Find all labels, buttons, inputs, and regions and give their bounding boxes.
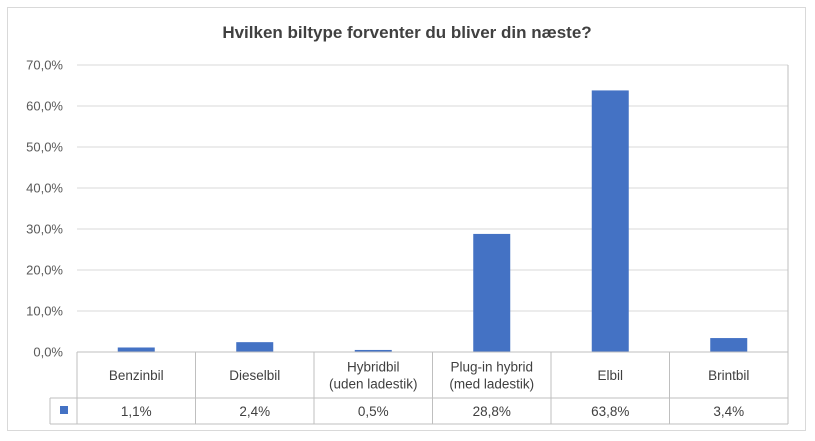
category-label: Plug-in hybrid bbox=[450, 360, 533, 375]
chart-title: Hvilken biltype forventer du bliver din … bbox=[222, 23, 591, 42]
category-label: (med ladestik) bbox=[449, 377, 534, 392]
chart-frame bbox=[7, 7, 806, 431]
category-label: Benzinbil bbox=[109, 368, 164, 383]
legend-key bbox=[60, 406, 68, 414]
bar bbox=[710, 338, 748, 352]
bar bbox=[117, 347, 155, 352]
y-tick-label: 20,0% bbox=[26, 263, 63, 278]
y-tick-label: 70,0% bbox=[26, 58, 63, 73]
y-tick-label: 30,0% bbox=[26, 222, 63, 237]
y-tick-label: 40,0% bbox=[26, 181, 63, 196]
y-axis-ticks: 0,0% 10,0% 20,0% 30,0% 40,0% 50,0% 60,0% 70,0% bbox=[26, 58, 63, 360]
bar bbox=[354, 349, 392, 352]
category-label: Dieselbil bbox=[229, 368, 280, 383]
data-label: 3,4% bbox=[713, 404, 744, 419]
data-label: 1,1% bbox=[121, 404, 152, 419]
category-label: Brintbil bbox=[708, 368, 749, 383]
data-label: 2,4% bbox=[239, 404, 270, 419]
y-tick-label: 50,0% bbox=[26, 140, 63, 155]
data-label: 28,8% bbox=[473, 404, 511, 419]
data-table: Benzinbil 1,1% Dieselbil 2,4% Hybridbil (uden… bbox=[49, 65, 789, 425]
data-label: 63,8% bbox=[591, 404, 629, 419]
gridlines bbox=[77, 64, 788, 312]
bars bbox=[117, 90, 748, 353]
bar bbox=[236, 342, 274, 352]
y-tick-label: 10,0% bbox=[26, 304, 63, 319]
category-label: Hybridbil bbox=[347, 360, 400, 375]
category-label: (uden ladestik) bbox=[329, 377, 418, 392]
data-label: 0,5% bbox=[358, 404, 389, 419]
bar bbox=[591, 90, 629, 353]
bar bbox=[473, 233, 511, 352]
y-tick-label: 0,0% bbox=[33, 345, 63, 360]
y-tick-label: 60,0% bbox=[26, 99, 63, 114]
category-label: Elbil bbox=[597, 368, 623, 383]
